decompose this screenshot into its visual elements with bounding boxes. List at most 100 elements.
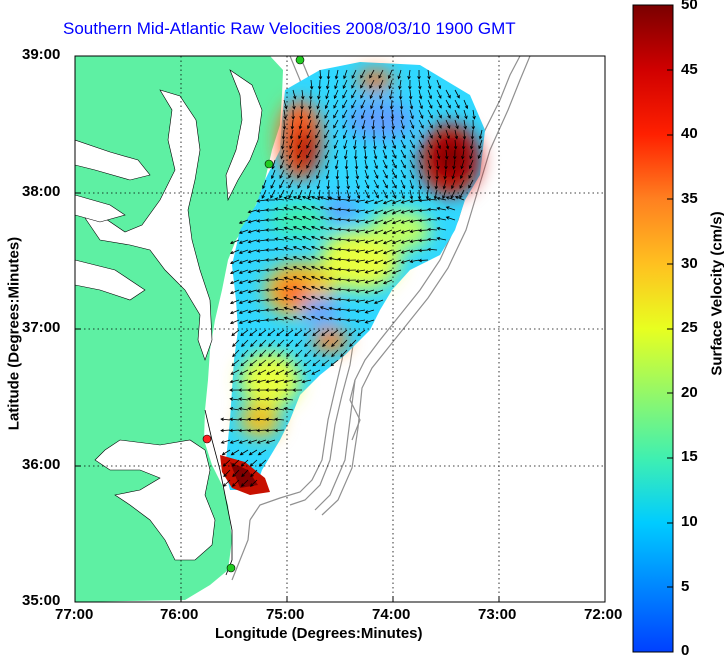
velocity-vector [301, 225, 312, 231]
velocity-vector [247, 439, 258, 444]
velocity-vector [256, 199, 267, 203]
velocity-vector [373, 269, 384, 275]
velocity-vector [445, 196, 456, 201]
velocity-vector [324, 119, 330, 129]
velocity-vector [382, 249, 393, 255]
velocity-vector [337, 267, 348, 272]
velocity-vector [409, 189, 414, 200]
velocity-vector [436, 216, 447, 221]
y-tick-label: 37:00 [22, 319, 61, 336]
colorbar-tick-label: 20 [681, 384, 698, 401]
velocity-vector [351, 109, 357, 119]
velocity-vector [343, 139, 348, 150]
velocity-vector [409, 109, 414, 120]
velocity-vector [337, 287, 348, 292]
velocity-vector [231, 459, 240, 467]
velocity-vector [355, 289, 366, 293]
velocity-vector [256, 219, 267, 223]
velocity-vector [337, 297, 348, 302]
velocity-vector [265, 218, 276, 222]
velocity-vector [238, 249, 249, 254]
velocity-vector [310, 235, 321, 241]
velocity-vector [373, 279, 384, 285]
velocity-vector [248, 369, 258, 375]
velocity-vector [445, 216, 456, 221]
velocity-vector [285, 329, 294, 337]
velocity-vector [436, 89, 442, 99]
velocity-vector [353, 149, 358, 160]
velocity-vector [378, 79, 384, 90]
velocity-vector [459, 169, 465, 180]
velocity-vector [355, 309, 366, 313]
velocity-vector [443, 169, 447, 180]
velocity-vector [382, 219, 393, 225]
velocity-vector [310, 205, 321, 211]
velocity-vector [391, 179, 397, 189]
velocity-vector [427, 109, 433, 119]
velocity-vector [240, 359, 249, 367]
velocity-vector [297, 159, 303, 169]
velocity-vector [361, 109, 366, 120]
velocity-vector [284, 369, 294, 375]
velocity-vector [238, 309, 249, 314]
velocity-vector [310, 315, 321, 321]
velocity-vector [241, 339, 249, 348]
velocity-vector [279, 179, 285, 189]
velocity-vector [388, 89, 393, 100]
velocity-vector [238, 319, 249, 324]
velocity-vector [400, 159, 406, 169]
velocity-vector [285, 359, 294, 367]
velocity-vector [445, 119, 451, 129]
velocity-vector [319, 276, 330, 281]
velocity-vector [425, 189, 430, 200]
velocity-vector [328, 246, 339, 251]
grid-lines [75, 56, 605, 602]
velocity-vector [372, 129, 376, 140]
colorbar-tick-label: 40 [681, 125, 698, 142]
velocity-vector [222, 459, 231, 467]
velocity-vector [369, 89, 375, 99]
velocity-vector [274, 197, 285, 201]
velocity-vector [418, 79, 422, 90]
velocity-vector [373, 289, 384, 295]
velocity-vector [364, 289, 375, 294]
velocity-vector [308, 99, 312, 110]
velocity-vector [337, 207, 348, 212]
velocity-vector [274, 317, 285, 321]
velocity-vector [400, 149, 406, 159]
velocity-vector [468, 169, 474, 179]
velocity-vector [452, 149, 457, 160]
velocity-vector [360, 89, 366, 99]
velocity-vector [257, 449, 267, 456]
velocity-vector [249, 459, 258, 467]
velocity-vector [283, 206, 294, 211]
velocity-vector [274, 297, 285, 301]
velocity-vector [463, 109, 468, 120]
velocity-vector [310, 215, 321, 221]
velocity-vector [355, 189, 361, 200]
velocity-vector [256, 289, 267, 293]
velocity-vector [400, 209, 411, 214]
velocity-vector [373, 139, 377, 150]
velocity-vector [436, 236, 447, 241]
velocity-vector [288, 179, 294, 189]
y-axis-title: Latitude (Degrees:Minutes) [5, 236, 23, 431]
velocity-vector [391, 249, 402, 255]
velocity-vector [223, 469, 231, 478]
velocity-vector [468, 159, 474, 170]
velocity-vector [256, 407, 267, 411]
velocity-vector [399, 99, 404, 110]
velocity-vector [274, 407, 285, 411]
velocity-vector [442, 179, 447, 190]
velocity-vector [292, 206, 303, 211]
velocity-vector [319, 216, 330, 221]
velocity-vector [247, 388, 258, 392]
velocity-vector [294, 359, 303, 367]
velocity-vector [351, 69, 357, 79]
velocity-vector [328, 226, 339, 231]
colorbar-tick-label: 45 [681, 61, 698, 78]
velocity-vector [279, 189, 285, 199]
velocity-vector [286, 349, 294, 358]
velocity-vector [301, 379, 312, 384]
velocity-vector [337, 227, 348, 232]
